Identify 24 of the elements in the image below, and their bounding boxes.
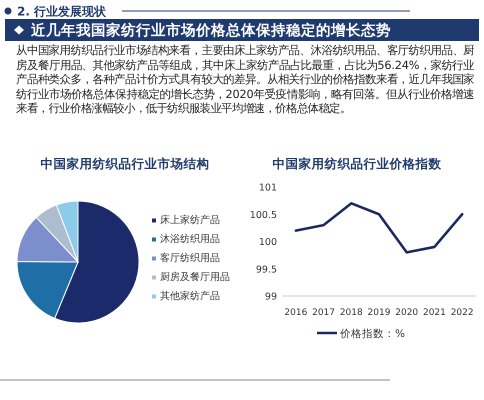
x-tick-label: 2018 xyxy=(340,308,364,318)
y-tick-label: 99 xyxy=(264,292,277,302)
x-tick-label: 2016 xyxy=(284,308,308,318)
legend-label: 沐浴纺织用品 xyxy=(160,233,220,245)
legend-label: 厨房及餐厅用品 xyxy=(160,271,230,283)
legend-label: 客厅纺织用品 xyxy=(160,252,220,264)
chart-title: 中国家用纺织品行业市场结构 xyxy=(40,156,210,171)
y-tick-label: 101 xyxy=(258,182,277,194)
legend-label: 其他家纺产品 xyxy=(160,290,220,302)
y-tick-label: 100.5 xyxy=(250,210,277,221)
x-tick-label: 2020 xyxy=(395,308,418,318)
x-tick-label: 2021 xyxy=(422,308,446,318)
y-tick-label: 100 xyxy=(258,237,277,248)
text: 近几年我国家纺行业市场价格总体保持稳定的增长态势 xyxy=(30,21,391,39)
legend-label: 床上家纺产品 xyxy=(160,214,220,226)
x-tick-label: 2017 xyxy=(312,308,336,318)
x-tick-label: 2019 xyxy=(368,308,391,318)
text: 2. 行业发展现状 xyxy=(17,4,108,18)
legend-label: 价格指数：% xyxy=(339,328,405,340)
line-series xyxy=(294,202,464,254)
chart-title: 中国家用纺织品行业价格指数 xyxy=(272,156,442,171)
x-tick-label: 2022 xyxy=(450,308,474,318)
y-tick-label: 99.5 xyxy=(256,264,277,276)
text: 从中国家用纺织品行业市场结构来看，主要由床上家纺产品、沐浴纺织用品、客厅纺织用品、厨房及餐厅用品、其他家纺产品等组成，其中床上家纺产品占比最重，占比为56.24%，家纺行业产品种类众多，各种产品计价方式具有较大的差异。从相关行业的价格指数来看，近几年我国家纺行业市场价格总体保持稳定的增长态势，2020年受疫情影响，略有回落。但从行业价格增速来看，行业价格涨幅较小，低于纺织服装业平均增速，价格总体稳定。 xyxy=(16,44,474,117)
